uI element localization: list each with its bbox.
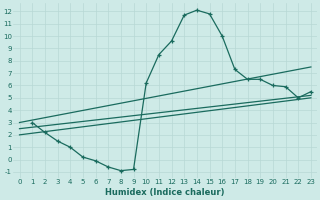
X-axis label: Humidex (Indice chaleur): Humidex (Indice chaleur) (106, 188, 225, 197)
